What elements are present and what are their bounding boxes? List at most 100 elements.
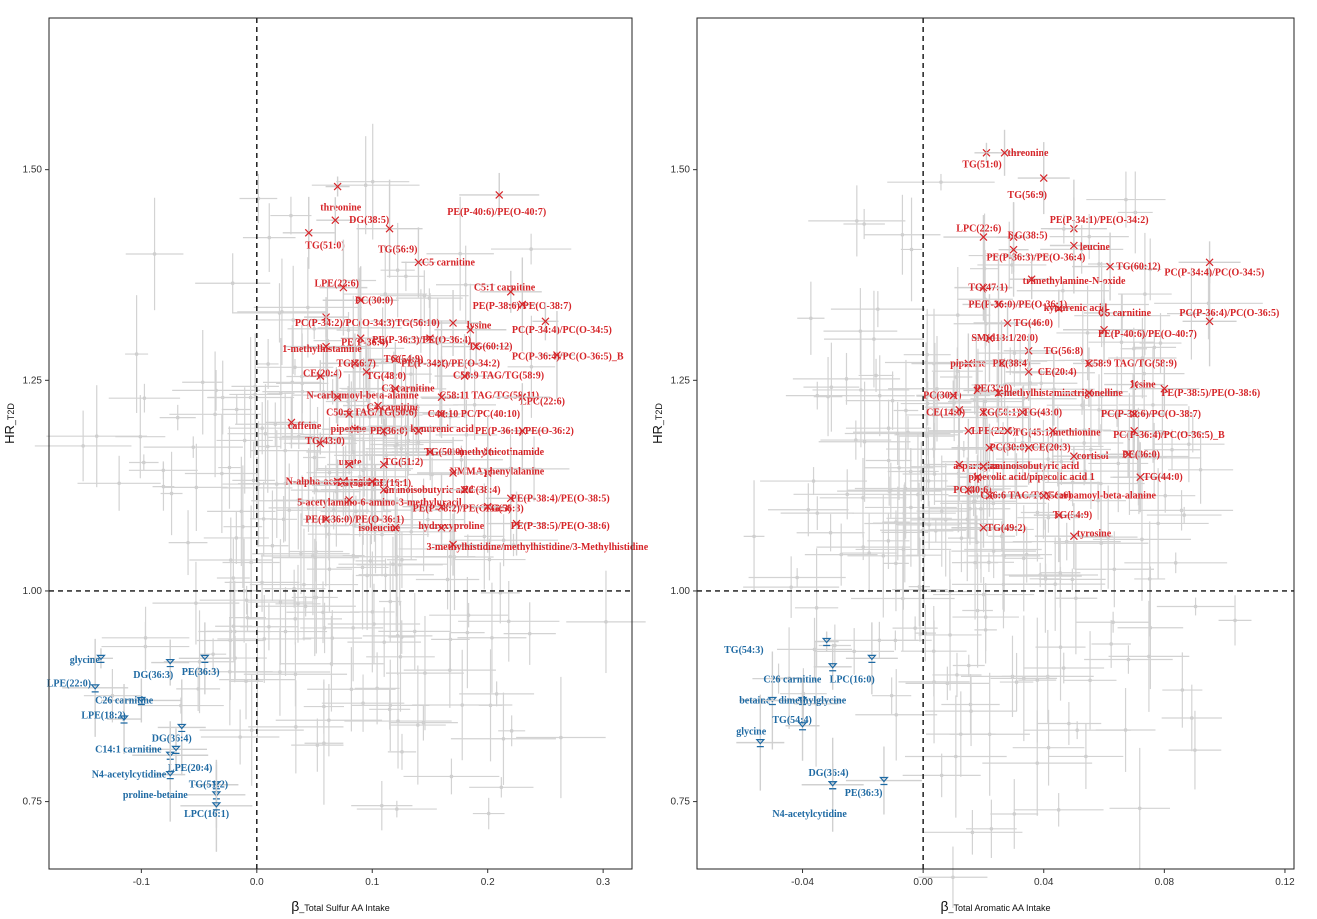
background-point (1035, 510, 1040, 515)
background-point (814, 702, 818, 706)
up-point-marker (1205, 258, 1214, 267)
background-point (321, 390, 326, 394)
background-point (955, 673, 959, 677)
background-point (894, 561, 898, 566)
background-point (1163, 493, 1168, 498)
background-point (191, 445, 196, 449)
background-point (1059, 459, 1064, 464)
background-point (261, 517, 266, 521)
background-point (354, 509, 358, 514)
background-point (464, 433, 469, 437)
background-point (1173, 561, 1178, 565)
background-point (924, 434, 929, 438)
background-point (867, 551, 871, 555)
up-point-marker (518, 426, 527, 435)
down-point-label: N4-acetylcytidine (772, 809, 847, 820)
up-point-label: TG(56:8) (1044, 346, 1083, 357)
background-point (501, 538, 506, 542)
background-point (499, 785, 504, 790)
x-axis: -0.04 0.00 0.04 0.08 0.12 (791, 869, 1295, 888)
background-point (904, 408, 908, 413)
down-point-marker (119, 715, 129, 724)
up-point-label: PE(P-38:6)/PE(O-38:7) (473, 301, 572, 312)
up-point-marker (979, 283, 988, 292)
up-point-marker (506, 494, 515, 503)
background-point (161, 484, 166, 489)
up-point-label: LPC(22:6) (956, 224, 1001, 235)
background-point (361, 468, 365, 473)
up-point-marker (964, 426, 973, 435)
background-point (858, 329, 863, 333)
y-tick-label: 0.75 (671, 797, 691, 808)
background-point (385, 498, 389, 503)
background-point (1046, 745, 1051, 750)
up-point-marker (414, 258, 423, 267)
background-point (313, 555, 318, 560)
up-point-label: lysine (1131, 380, 1156, 391)
background-point (445, 577, 450, 582)
up-point-marker (1024, 443, 1033, 452)
background-point (249, 728, 254, 732)
y-tick-label: 1.00 (23, 586, 43, 597)
x-tick-label: 0.00 (913, 877, 933, 888)
background-point (1012, 351, 1017, 355)
up-point-marker (979, 523, 988, 532)
background-point (1193, 604, 1198, 609)
up-point-marker (1039, 174, 1048, 183)
down-point-label: TG(51:2) (189, 780, 228, 791)
up-point-marker (1018, 408, 1027, 417)
up-point-label: CE(20:3) (1032, 443, 1071, 454)
background-point (94, 434, 99, 438)
up-point-marker (333, 393, 342, 402)
background-point (388, 599, 393, 604)
up-point-label: PE(P-36:1)/PE(O-36:2) (475, 426, 574, 437)
background-point (983, 399, 988, 404)
background-point (1087, 234, 1092, 239)
up-point-label: C58:9 TAG/TG(58:9) (453, 370, 544, 381)
up-point-marker (414, 426, 423, 435)
background-point (845, 492, 850, 497)
background-point (349, 432, 354, 437)
background-point (1119, 340, 1124, 345)
background-point (806, 507, 811, 512)
background-point (886, 426, 891, 430)
up-point-marker (1205, 317, 1214, 326)
up-point-label: PC(40:6) (953, 485, 991, 496)
down-point-marker (136, 696, 147, 706)
background-point (1190, 430, 1195, 435)
background-point (1143, 292, 1147, 296)
down-point-marker (90, 684, 101, 693)
background-point (1198, 467, 1203, 472)
up-point-label: hydroxyproline (418, 521, 484, 532)
up-point-label: urate (339, 457, 362, 468)
up-point-label: PE(P-40:6)/PE(O-40:7) (1098, 329, 1197, 340)
up-point-label: TG(50:1) (335, 478, 374, 489)
background-point (306, 305, 310, 310)
background-point (458, 251, 462, 256)
x-tick-label: 0.12 (1275, 877, 1295, 888)
up-point-label: PE(P-40:6)/PE(O-40:7) (447, 207, 546, 218)
up-point-marker (1027, 275, 1036, 284)
background-point (809, 316, 813, 321)
background-point (291, 318, 296, 322)
background-point (923, 631, 928, 635)
plot-frame (696, 17, 1295, 870)
up-point-label: C5 carnitine (1098, 308, 1152, 319)
down-point-label: N4-acetylcytidine (92, 770, 167, 781)
down-point-label: DG(36:3) (133, 670, 173, 681)
background-point (81, 444, 85, 448)
up-point-label: TG(56:7) (336, 358, 375, 369)
background-point (1097, 408, 1101, 412)
background-point (403, 425, 408, 429)
background-point (1189, 716, 1194, 720)
down-point-marker (827, 781, 838, 790)
background-point (498, 591, 503, 595)
background-point (529, 247, 533, 251)
up-point-marker (955, 405, 964, 414)
background-point (459, 457, 464, 462)
background-point (460, 703, 465, 707)
up-point-marker (506, 287, 515, 296)
background-point (383, 292, 388, 296)
